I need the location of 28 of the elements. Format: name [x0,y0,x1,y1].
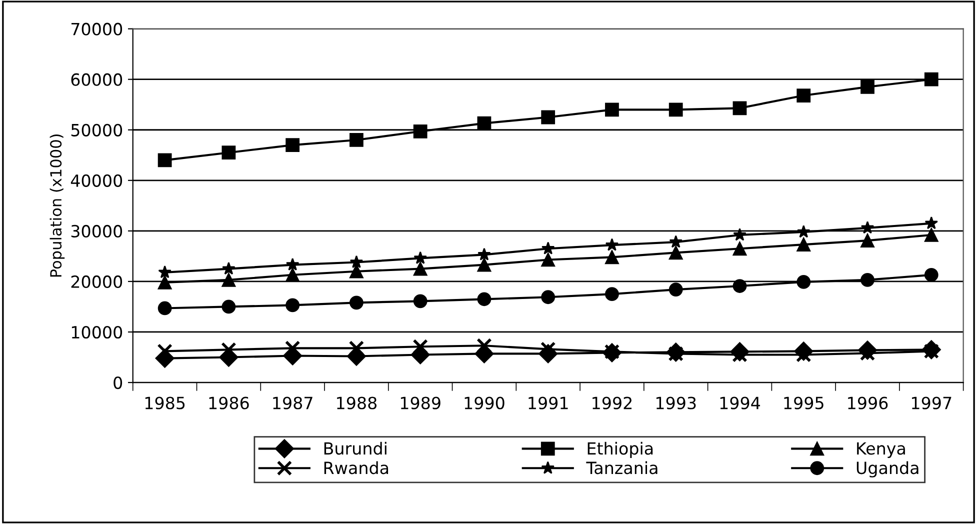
y-tick-label: 0 [114,376,122,390]
y-tick-label: 30000 [71,224,122,238]
x-tick-label: 1997 [912,396,952,410]
x-tick-label: 1991 [528,396,568,410]
y-tick-label: 20000 [71,275,122,288]
legend-label: Uganda [856,461,918,478]
legend-label: Ethiopia [588,442,653,458]
x-tick-label: 1994 [720,396,760,410]
y-tick-label: 10000 [72,326,122,339]
y-tick-label: 40000 [70,174,122,187]
legend-label: Burundi [324,442,386,455]
x-tick-label: 1989 [400,396,440,410]
x-tick-label: 1992 [592,396,632,410]
legend-label: Rwanda [324,461,388,474]
x-tick-label: 1990 [464,396,504,410]
x-tick-label: 1993 [656,396,696,410]
x-tick-label: 1995 [784,396,824,410]
y-axis-title: Population (x1000) [50,134,65,277]
x-tick-label: 1985 [145,396,185,410]
y-tick-label: 60000 [71,73,122,86]
x-tick-label: 1988 [337,396,377,410]
y-tick-label: 70000 [71,22,122,36]
x-tick-label: 1987 [273,396,312,410]
legend-label: Tanzania [586,461,658,474]
y-tick-label: 50000 [71,124,122,136]
x-tick-label: 1986 [209,396,249,410]
legend-label: Kenya [857,442,905,458]
x-tick-label: 1996 [848,396,888,410]
